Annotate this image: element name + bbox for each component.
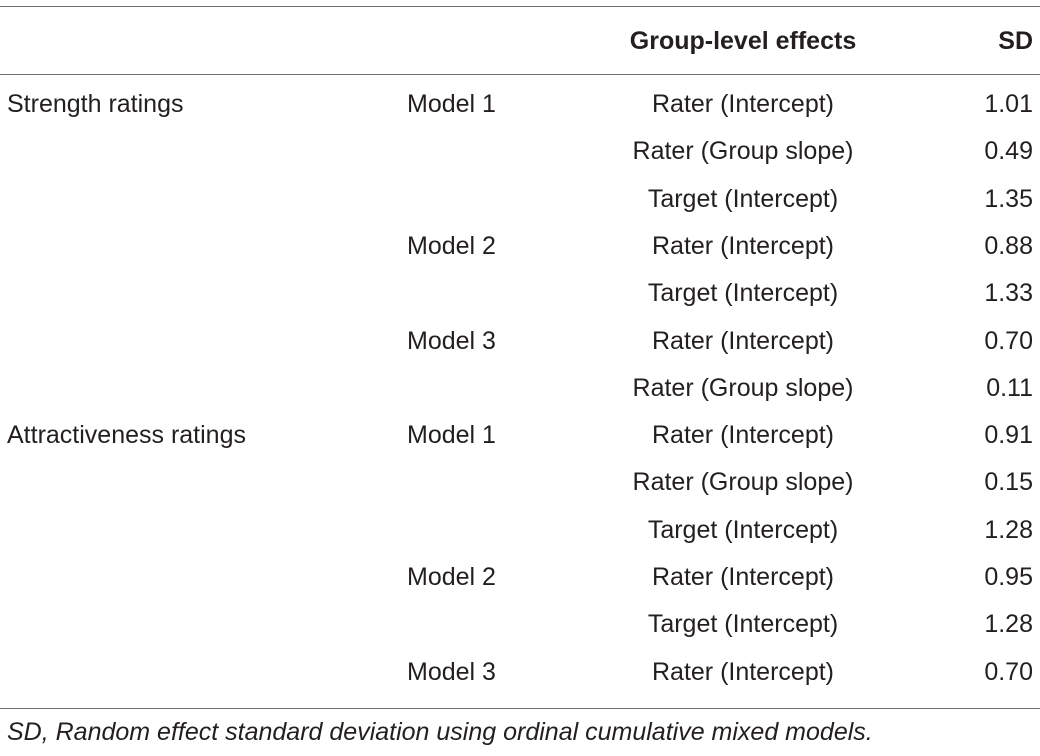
cell-sd: 1.28 (984, 515, 1033, 544)
cell-group-level-effect: Rater (Intercept) (651, 90, 834, 118)
table-row: Attractiveness ratings Model 1 Rater (Inte… (0, 412, 1040, 459)
table-row: Target (Intercept) 1.33 (0, 270, 1040, 317)
cell-model: Model 1 (407, 421, 496, 450)
table-row: Model 2 Rater (Intercept) 0.95 (0, 554, 1040, 601)
table-row: Target (Intercept) 1.28 (0, 507, 1040, 554)
cell-model: Model 2 (407, 563, 496, 591)
cell-sd: 1.35 (984, 184, 1033, 213)
cell-sd: 0.11 (986, 373, 1033, 402)
table-row: Rater (Group slope) 0.49 (0, 128, 1040, 175)
cell-sd: 0.88 (984, 231, 1033, 260)
cell-group-level-effect: Rater (Group slope) (632, 373, 854, 402)
cell-group-level-effect: Target (Intercept) (647, 610, 839, 639)
cell-group-level-effect: Rater (Group slope) (632, 468, 854, 497)
header-sd: SD (998, 27, 1033, 55)
table-header-rule (0, 74, 1040, 75)
cell-model: Model 1 (407, 90, 496, 118)
table-row: Target (Intercept) 1.35 (0, 176, 1040, 223)
table-row: Strength ratings Model 1 Rater (Intercept)… (0, 81, 1040, 128)
cell-group-level-effect: Rater (Intercept) (651, 657, 834, 686)
cell-group-level-effect: Target (Intercept) (647, 279, 839, 308)
header-group-level-effects: Group-level effects (629, 27, 857, 55)
table-bottom-rule (0, 708, 1040, 709)
cell-group-level-effect: Target (Intercept) (647, 515, 839, 544)
cell-sd: 0.49 (984, 137, 1033, 166)
cell-sd: 0.95 (984, 563, 1033, 591)
cell-sd: 1.33 (984, 279, 1033, 308)
table-row: Target (Intercept) 1.28 (0, 601, 1040, 648)
table-header-row: Group-level effects SD (0, 18, 1040, 65)
table-row: Rater (Group slope) 0.11 (0, 365, 1040, 412)
cell-sd: 0.70 (984, 326, 1033, 355)
cell-group-level-effect: Rater (Intercept) (651, 563, 834, 591)
cell-sd: 1.01 (984, 90, 1033, 118)
cell-sd: 1.28 (984, 610, 1033, 639)
table-row: Model 3 Rater (Intercept) 0.70 (0, 649, 1040, 696)
cell-group-level-effect: Rater (Intercept) (651, 421, 834, 450)
table-footnote: SD, Random effect standard deviation usi… (7, 718, 873, 746)
cell-rating-type: Strength ratings (7, 90, 184, 118)
table-row: Model 2 Rater (Intercept) 0.88 (0, 223, 1040, 270)
cell-sd: 0.91 (984, 421, 1033, 450)
table-row: Rater (Group slope) 0.15 (0, 459, 1040, 506)
cell-model: Model 2 (407, 231, 496, 260)
cell-group-level-effect: Rater (Intercept) (651, 326, 834, 355)
table-top-rule (0, 6, 1040, 7)
cell-rating-type: Attractiveness ratings (7, 421, 246, 450)
cell-model: Model 3 (407, 657, 496, 686)
cell-sd: 0.15 (984, 468, 1033, 497)
cell-sd: 0.70 (984, 657, 1033, 686)
cell-group-level-effect: Rater (Group slope) (632, 137, 854, 166)
cell-group-level-effect: Target (Intercept) (647, 184, 839, 213)
cell-group-level-effect: Rater (Intercept) (651, 231, 834, 260)
table-row: Model 3 Rater (Intercept) 0.70 (0, 318, 1040, 365)
cell-model: Model 3 (407, 326, 496, 355)
